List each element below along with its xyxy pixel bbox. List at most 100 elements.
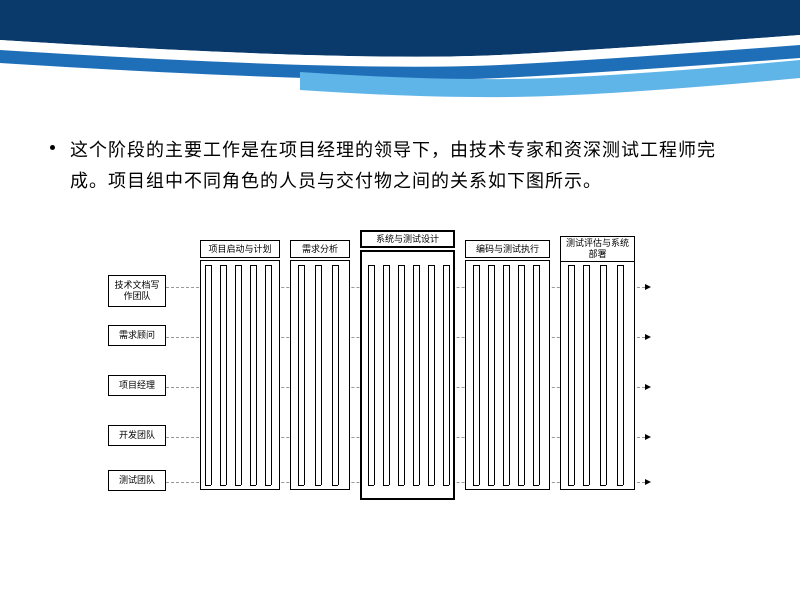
phase-header: 系统与测试设计 — [360, 230, 455, 248]
activity-bar — [583, 265, 584, 485]
activity-bar-edge — [606, 265, 607, 485]
activity-bar — [413, 265, 414, 485]
phase-column — [465, 260, 550, 490]
activity-bar-cap — [298, 265, 304, 266]
bullet-dot — [50, 145, 55, 150]
activity-bar-edge — [494, 265, 495, 485]
activity-bar-edge — [271, 265, 272, 485]
activity-bar-cap — [533, 485, 539, 486]
activity-bar-edge — [374, 265, 375, 485]
activity-bar-cap — [315, 265, 321, 266]
activity-bar-cap — [518, 265, 524, 266]
activity-bar-cap — [383, 265, 389, 266]
activity-bar-edge — [211, 265, 212, 485]
activity-bar-cap — [600, 265, 606, 266]
activity-bar-cap — [428, 485, 434, 486]
activity-bar — [428, 265, 429, 485]
phase-header: 测试评估与系统部署 — [560, 236, 635, 262]
phase-column — [290, 260, 350, 490]
activity-bar — [332, 265, 333, 485]
activity-bar-cap — [220, 485, 226, 486]
activity-bar-cap — [600, 485, 606, 486]
activity-bar-cap — [265, 485, 271, 486]
activity-bar-cap — [413, 265, 419, 266]
activity-bar — [533, 265, 534, 485]
activity-bar-cap — [220, 265, 226, 266]
activity-bar-edge — [479, 265, 480, 485]
phase-header: 项目启动与计划 — [200, 240, 280, 258]
activity-bar-cap — [368, 485, 374, 486]
activity-bar-edge — [241, 265, 242, 485]
body-text-content: 这个阶段的主要工作是在项目经理的领导下，由技术专家和资深测试工程师完成。项目组中… — [70, 140, 716, 191]
phase-header: 需求分析 — [290, 240, 350, 258]
activity-bar-cap — [617, 485, 623, 486]
lane-arrow — [645, 479, 651, 485]
activity-bar-cap — [383, 485, 389, 486]
activity-bar-edge — [338, 265, 339, 485]
activity-bar-edge — [321, 265, 322, 485]
lane-arrow — [645, 434, 651, 440]
activity-bar-edge — [589, 265, 590, 485]
activity-bar-edge — [524, 265, 525, 485]
activity-bar-edge — [449, 265, 450, 485]
activity-bar-cap — [518, 485, 524, 486]
role-box: 开发团队 — [108, 425, 166, 446]
activity-bar-cap — [568, 265, 574, 266]
activity-bar-edge — [419, 265, 420, 485]
activity-bar — [298, 265, 299, 485]
header-wave — [0, 0, 800, 120]
body-text: 这个阶段的主要工作是在项目经理的领导下，由技术专家和资深测试工程师完成。项目组中… — [70, 135, 750, 196]
activity-bar — [443, 265, 444, 485]
activity-bar-cap — [473, 265, 479, 266]
activity-bar-cap — [568, 485, 574, 486]
activity-bar — [398, 265, 399, 485]
activity-bar — [473, 265, 474, 485]
activity-bar-edge — [509, 265, 510, 485]
activity-bar-edge — [226, 265, 227, 485]
lane-arrow — [645, 384, 651, 390]
activity-bar-edge — [256, 265, 257, 485]
lane-arrow — [645, 334, 651, 340]
activity-bar — [205, 265, 206, 485]
activity-bar — [488, 265, 489, 485]
activity-bar — [220, 265, 221, 485]
activity-bar — [265, 265, 266, 485]
activity-bar-cap — [428, 265, 434, 266]
activity-bar-cap — [265, 265, 271, 266]
activity-bar-edge — [539, 265, 540, 485]
activity-bar-cap — [583, 265, 589, 266]
activity-bar-cap — [368, 265, 374, 266]
activity-bar-cap — [533, 265, 539, 266]
activity-bar-cap — [443, 265, 449, 266]
activity-bar-cap — [250, 485, 256, 486]
activity-bar-cap — [235, 485, 241, 486]
activity-bar-edge — [389, 265, 390, 485]
activity-bar-cap — [235, 265, 241, 266]
activity-bar-edge — [434, 265, 435, 485]
activity-bar-edge — [404, 265, 405, 485]
activity-bar-cap — [473, 485, 479, 486]
role-box: 技术文档写作团队 — [108, 275, 166, 307]
activity-bar-cap — [332, 265, 338, 266]
activity-bar-cap — [332, 485, 338, 486]
swimlane-diagram: 项目启动与计划需求分析系统与测试设计编码与测试执行测试评估与系统部署技术文档写作… — [100, 230, 700, 510]
activity-bar — [368, 265, 369, 485]
activity-bar — [235, 265, 236, 485]
activity-bar-cap — [398, 265, 404, 266]
activity-bar-cap — [298, 485, 304, 486]
role-box: 需求顾问 — [108, 325, 166, 346]
lane-arrow — [645, 284, 651, 290]
activity-bar — [600, 265, 601, 485]
activity-bar-cap — [205, 485, 211, 486]
phase-column — [200, 260, 280, 490]
activity-bar — [518, 265, 519, 485]
activity-bar-cap — [413, 485, 419, 486]
role-box: 测试团队 — [108, 470, 166, 491]
activity-bar-cap — [503, 485, 509, 486]
activity-bar-edge — [623, 265, 624, 485]
activity-bar-cap — [488, 265, 494, 266]
activity-bar-cap — [250, 265, 256, 266]
activity-bar — [250, 265, 251, 485]
activity-bar-cap — [398, 485, 404, 486]
activity-bar-edge — [574, 265, 575, 485]
